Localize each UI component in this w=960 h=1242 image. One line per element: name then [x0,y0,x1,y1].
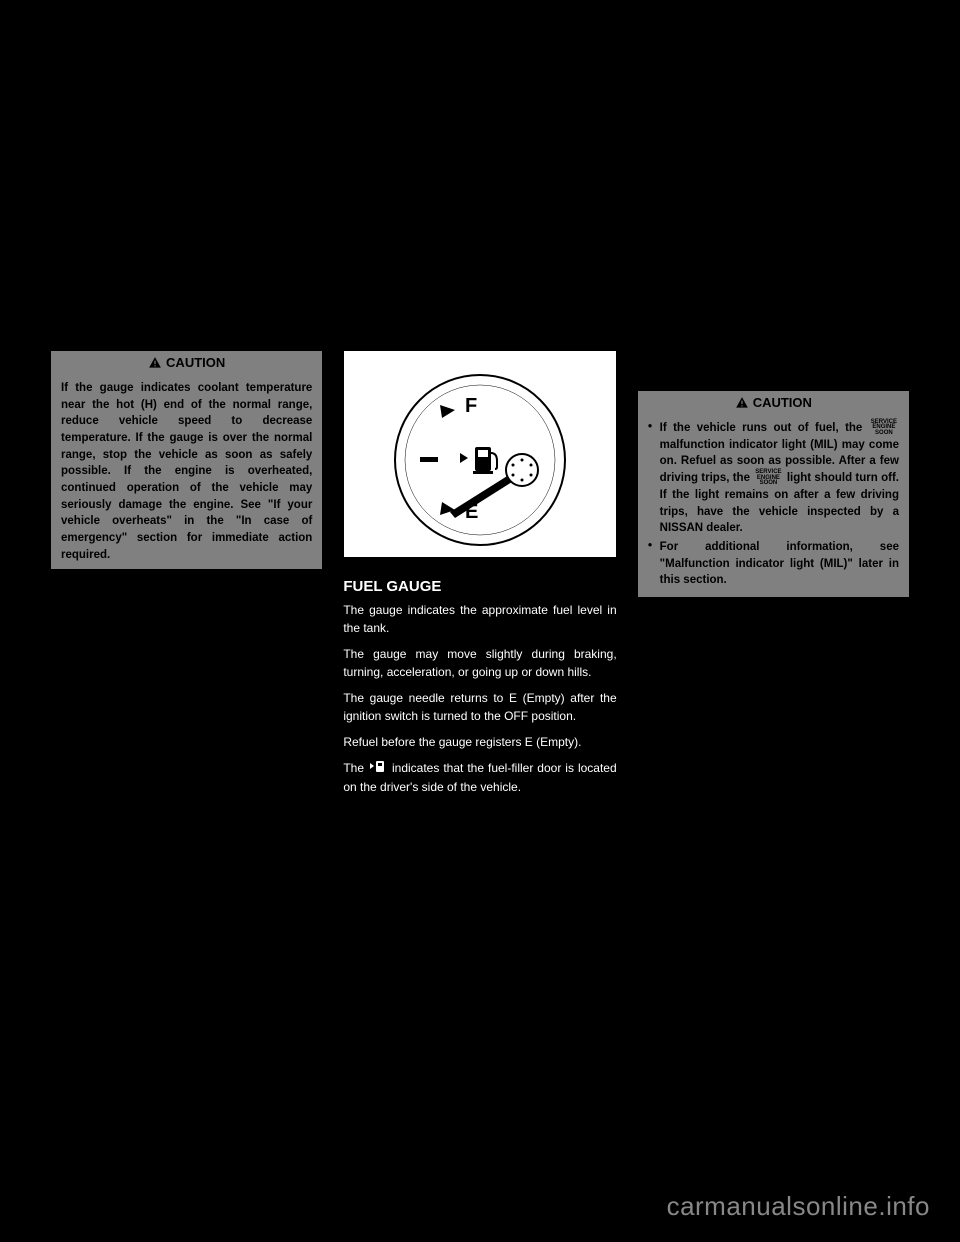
column-left: CAUTION If the gauge indicates coolant t… [50,350,323,804]
column-right: CAUTION If the vehicle runs out of fuel,… [637,350,910,804]
warning-triangle-icon [735,396,749,410]
fuel-door-arrow-icon [368,759,388,778]
caution-title: CAUTION [166,355,225,370]
caution-body-fuel: If the vehicle runs out of fuel, the SER… [638,414,909,597]
caution-title-2: CAUTION [753,395,812,410]
caution-header-2: CAUTION [638,391,909,414]
fuel-p1: The gauge indicates the approximate fuel… [343,601,616,637]
fuel-gauge-svg: F E [380,360,580,560]
service-engine-soon-icon: SERVICEENGINESOON [869,420,899,436]
c2-i1-pre: If the vehicle runs out of fuel, the [660,422,869,434]
fuel-gauge-body: The gauge indicates the approximate fuel… [343,601,616,804]
caution-body-text: If the gauge indicates coolant temperatu… [51,374,322,569]
figure-label-bar [344,557,615,569]
fuel-gauge-title: FUEL GAUGE [343,578,616,595]
caution-box-fuel: CAUTION If the vehicle runs out of fuel,… [637,390,910,598]
fuel-p2: The gauge may move slightly during braki… [343,645,616,681]
column-middle: F E [343,350,616,804]
fuel-p3: The gauge needle returns to E (Empty) af… [343,689,616,725]
service-engine-soon-icon: SERVICEENGINESOON [753,470,783,486]
watermark-text: carmanualsonline.info [667,1191,930,1222]
caution-box-coolant: CAUTION If the gauge indicates coolant t… [50,350,323,570]
fuel-p5: The indicates that the fuel-filler door … [343,759,616,796]
fuel-p5-pre: The [343,761,368,775]
gauge-full-label: F [465,395,477,417]
caution2-item1: If the vehicle runs out of fuel, the SER… [648,420,899,537]
warning-triangle-icon [148,356,162,370]
caution2-item2: For additional information, see "Malfunc… [648,539,899,589]
fuel-gauge-figure: F E [343,350,616,570]
caution-header: CAUTION [51,351,322,374]
spacer [637,350,910,390]
fuel-p4: Refuel before the gauge registers E (Emp… [343,733,616,751]
page-content: CAUTION If the gauge indicates coolant t… [50,350,910,804]
